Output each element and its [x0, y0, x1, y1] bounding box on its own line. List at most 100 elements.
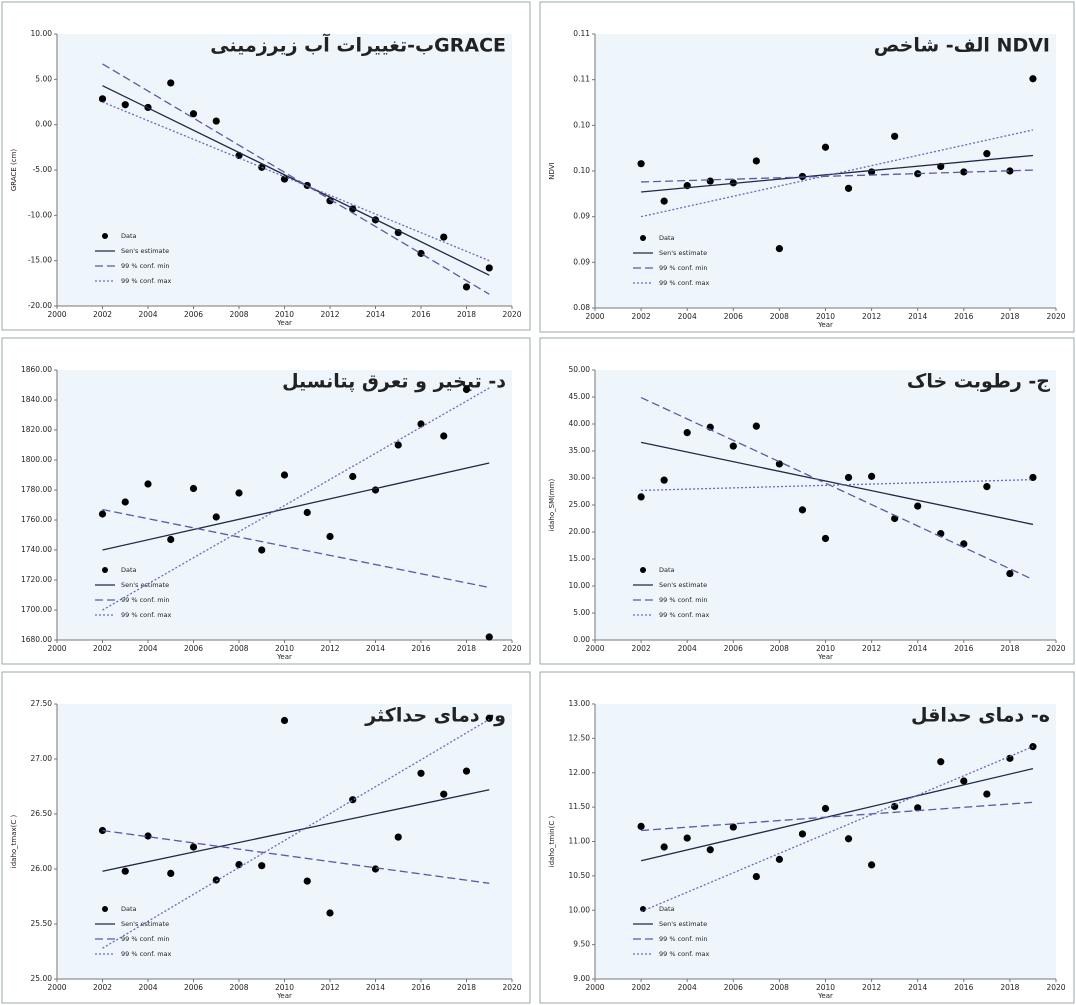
data-point [394, 833, 402, 841]
plot-area [57, 34, 512, 306]
data-point [821, 534, 830, 543]
data-point [798, 506, 807, 514]
legend-label: Data [121, 905, 137, 913]
chart-title: ه- دمای حداقل [911, 705, 1050, 727]
data-point [417, 249, 425, 258]
x-tick-label: 2020 [502, 983, 521, 992]
data-point [349, 796, 357, 804]
chart-title: الف- شاخص NDVI [874, 35, 1050, 57]
x-axis-label: Year [817, 321, 833, 329]
y-tick-label: 5.00 [573, 608, 590, 617]
legend-label: 99 % conf. max [121, 611, 172, 619]
y-axis-label: NDVI [548, 162, 556, 179]
data-point [1006, 569, 1014, 578]
x-tick-label: 2016 [411, 310, 430, 319]
data-point [868, 472, 876, 480]
legend-marker [102, 233, 108, 239]
y-tick-label: 45.00 [569, 392, 591, 401]
data-point [706, 177, 714, 185]
data-point [440, 790, 448, 798]
x-tick-label: 2006 [184, 983, 203, 992]
data-point [167, 535, 175, 544]
y-tick-label: 1840.00 [21, 395, 52, 404]
y-tick-label: -10.00 [28, 210, 52, 219]
x-tick-label: 2012 [320, 310, 339, 319]
trend-line [640, 129, 1034, 218]
data-point [729, 823, 737, 831]
y-tick-label: 25.00 [569, 500, 591, 509]
data-point [280, 716, 289, 725]
legend-marker [102, 567, 108, 573]
legend-label: 99 % conf. min [121, 935, 169, 943]
x-tick-label: 2014 [908, 644, 927, 653]
data-point [960, 168, 968, 176]
trend-line [102, 85, 490, 276]
data-point [98, 95, 107, 103]
trend-line [102, 718, 490, 949]
data-point [326, 909, 334, 917]
x-tick-label: 2012 [320, 983, 339, 992]
data-point [235, 861, 243, 869]
data-point [462, 767, 471, 775]
y-tick-label: 25.00 [31, 974, 53, 983]
y-tick-label: 1740.00 [21, 545, 52, 554]
data-point [729, 442, 737, 450]
data-point [752, 157, 760, 165]
x-tick-label: 2012 [320, 644, 339, 653]
legend-label: 99 % conf. max [659, 279, 710, 287]
y-tick-label: 0.00 [35, 120, 52, 129]
trend-line [640, 396, 1034, 581]
x-tick-label: 2018 [457, 644, 476, 653]
y-tick-label: 11.50 [569, 802, 591, 811]
data-point [683, 834, 691, 842]
x-tick-label: 2010 [816, 312, 835, 321]
legend-label: 99 % conf. min [659, 596, 707, 604]
y-tick-label: 1680.00 [21, 635, 52, 644]
x-tick-label: 2016 [954, 312, 973, 321]
x-tick-label: 2000 [585, 644, 604, 653]
y-tick-label: 13.00 [569, 699, 591, 708]
data-point [844, 473, 853, 482]
x-tick-label: 2018 [1000, 312, 1019, 321]
x-tick-label: 2010 [275, 644, 294, 653]
data-point [326, 532, 334, 541]
data-point [371, 865, 380, 873]
legend-label: Sen's estimate [659, 920, 707, 928]
data-point [212, 117, 220, 125]
x-tick-label: 2020 [1046, 312, 1065, 321]
data-point [937, 758, 945, 766]
y-tick-label: 9.00 [573, 974, 590, 983]
x-tick-label: 2010 [275, 983, 294, 992]
y-tick-label: -20.00 [28, 301, 52, 310]
y-tick-label: 50.00 [569, 365, 591, 374]
x-tick-label: 2000 [47, 983, 66, 992]
y-tick-label: 11.00 [569, 837, 591, 846]
y-tick-label: 1780.00 [21, 485, 52, 494]
data-point [798, 830, 807, 838]
y-tick-label: 15.00 [569, 554, 591, 563]
data-point [417, 420, 425, 428]
data-point [98, 510, 107, 518]
x-tick-label: 2016 [411, 644, 430, 653]
data-point [167, 869, 175, 878]
x-tick-label: 2020 [502, 310, 521, 319]
data-point [280, 175, 289, 183]
legend-label: Sen's estimate [121, 247, 169, 255]
x-tick-label: 2004 [678, 983, 697, 992]
y-tick-label: 26.00 [31, 864, 53, 873]
x-tick-label: 2008 [229, 310, 248, 319]
legend-label: Data [121, 232, 137, 240]
x-tick-label: 2006 [724, 644, 743, 653]
x-tick-label: 2014 [908, 312, 927, 321]
chart-panel: -20.00 -15.00 -10.00 -5.00 0.00 5.00 10.00 2000… [1, 1, 531, 331]
y-tick-label: 10.00 [31, 29, 53, 38]
legend-label: Data [121, 566, 137, 574]
data-point [189, 843, 198, 851]
x-axis-label: Year [276, 992, 292, 1000]
x-tick-label: 2014 [908, 983, 927, 992]
x-axis-label: Year [817, 653, 833, 661]
x-tick-label: 2014 [366, 983, 385, 992]
x-tick-label: 2000 [585, 312, 604, 321]
data-point [462, 385, 471, 394]
legend-label: 99 % conf. max [659, 611, 710, 619]
